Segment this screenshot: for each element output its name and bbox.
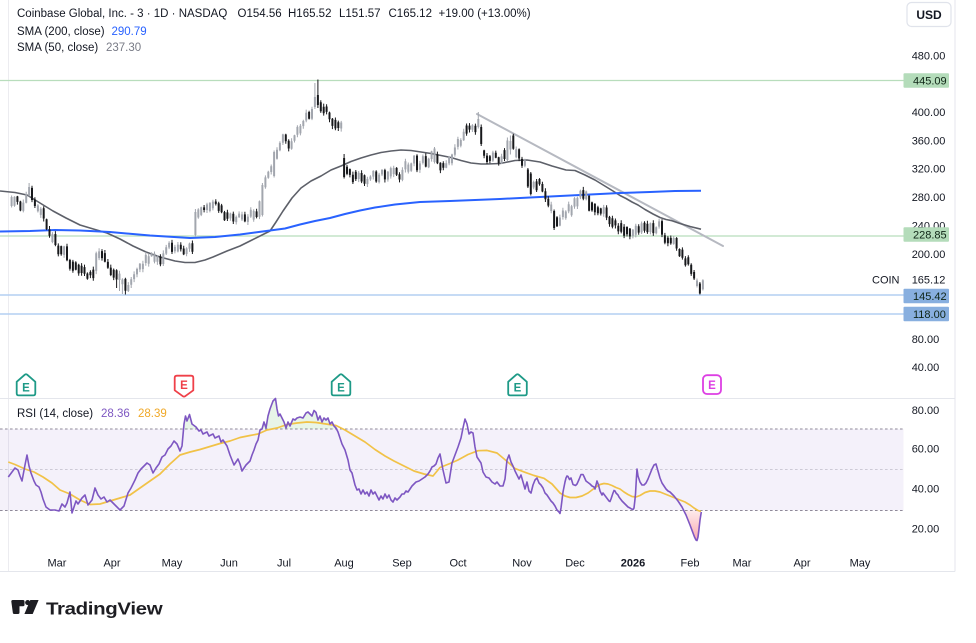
svg-text:200.00: 200.00 (912, 249, 946, 261)
svg-text:28.36: 28.36 (101, 408, 130, 420)
svg-text:May: May (162, 558, 183, 570)
svg-text:COIN: COIN (872, 274, 900, 286)
svg-text:Apr: Apr (793, 558, 810, 570)
svg-text:E: E (708, 380, 716, 392)
svg-text:Aug: Aug (334, 558, 354, 570)
svg-text:80.00: 80.00 (912, 405, 940, 417)
svg-text:USD: USD (916, 8, 942, 22)
svg-text:290.79: 290.79 (112, 26, 147, 38)
svg-text:O154.56: O154.56 (238, 8, 282, 20)
svg-text:480.00: 480.00 (912, 50, 946, 62)
svg-text:40.00: 40.00 (912, 362, 940, 374)
svg-text:118.00: 118.00 (913, 309, 946, 321)
svg-text:145.42: 145.42 (913, 291, 947, 303)
svg-text:Oct: Oct (449, 558, 466, 570)
svg-text:E: E (337, 383, 345, 395)
svg-text:20.00: 20.00 (912, 523, 940, 535)
svg-text:Coinbase Global, Inc. - 3 · 1D: Coinbase Global, Inc. - 3 · 1D · NASDAQ (17, 8, 227, 20)
svg-text:Jul: Jul (277, 558, 291, 570)
svg-text:TradingView: TradingView (46, 600, 163, 619)
svg-text:Mar: Mar (733, 558, 752, 570)
svg-text:E: E (22, 383, 30, 395)
svg-text:237.30: 237.30 (106, 42, 141, 54)
svg-text:28.39: 28.39 (138, 408, 167, 420)
svg-text:Jun: Jun (220, 558, 238, 570)
svg-text:2026: 2026 (621, 558, 645, 570)
svg-text:80.00: 80.00 (912, 334, 940, 346)
svg-text:SMA (200, close): SMA (200, close) (17, 26, 105, 38)
svg-text:320.00: 320.00 (912, 164, 946, 176)
svg-text:Feb: Feb (681, 558, 700, 570)
svg-text:C165.12: C165.12 (389, 8, 432, 20)
svg-text:RSI (14, close): RSI (14, close) (17, 408, 93, 420)
svg-text:May: May (850, 558, 871, 570)
svg-text:E: E (180, 380, 188, 392)
svg-text:228.85: 228.85 (913, 229, 947, 241)
svg-text:60.00: 60.00 (912, 443, 940, 455)
svg-text:165.12: 165.12 (912, 274, 946, 286)
svg-text:400.00: 400.00 (912, 107, 946, 119)
svg-text:Mar: Mar (48, 558, 67, 570)
svg-text:L151.57: L151.57 (339, 8, 381, 20)
svg-text:SMA (50, close): SMA (50, close) (17, 42, 98, 54)
svg-text:280.00: 280.00 (912, 192, 946, 204)
svg-text:Sep: Sep (392, 558, 412, 570)
svg-text:H165.52: H165.52 (288, 8, 331, 20)
svg-text:360.00: 360.00 (912, 135, 946, 147)
svg-text:Dec: Dec (565, 558, 585, 570)
svg-text:Apr: Apr (103, 558, 120, 570)
svg-text:E: E (514, 383, 522, 395)
svg-text:Nov: Nov (512, 558, 532, 570)
svg-text:40.00: 40.00 (912, 483, 940, 495)
svg-text:445.09: 445.09 (913, 75, 947, 87)
svg-text:+19.00 (+13.00%): +19.00 (+13.00%) (439, 8, 531, 20)
